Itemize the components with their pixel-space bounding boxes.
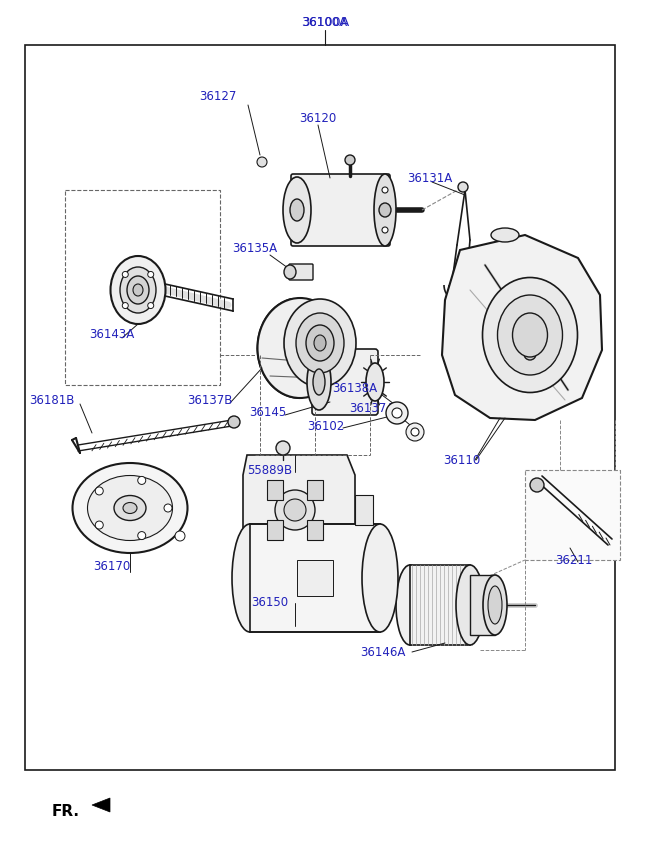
Ellipse shape — [366, 363, 384, 401]
Text: 36120: 36120 — [300, 111, 337, 125]
Circle shape — [122, 303, 128, 309]
Text: 36211: 36211 — [555, 554, 593, 566]
Ellipse shape — [512, 313, 547, 357]
Circle shape — [382, 187, 388, 193]
Text: 36145: 36145 — [250, 405, 287, 419]
Circle shape — [458, 182, 468, 192]
Ellipse shape — [284, 299, 356, 387]
Bar — [250, 524, 380, 632]
Text: 36135A: 36135A — [233, 242, 278, 254]
Circle shape — [392, 408, 402, 418]
Circle shape — [411, 428, 419, 436]
Bar — [525, 470, 620, 560]
Ellipse shape — [127, 276, 149, 304]
Ellipse shape — [483, 575, 507, 635]
Polygon shape — [442, 235, 602, 420]
Ellipse shape — [284, 499, 306, 521]
Circle shape — [175, 531, 185, 541]
Ellipse shape — [456, 565, 484, 645]
Ellipse shape — [120, 267, 156, 313]
Text: 36110: 36110 — [443, 454, 480, 466]
Ellipse shape — [133, 284, 143, 296]
Ellipse shape — [111, 256, 166, 324]
Ellipse shape — [296, 313, 344, 373]
Circle shape — [122, 271, 128, 277]
Ellipse shape — [290, 199, 304, 221]
Circle shape — [406, 423, 424, 441]
Bar — [267, 480, 283, 500]
Circle shape — [345, 155, 355, 165]
Text: 36143A: 36143A — [90, 328, 135, 342]
Text: 36117A: 36117A — [499, 326, 545, 339]
Ellipse shape — [114, 495, 146, 521]
Text: 36138A: 36138A — [332, 382, 378, 394]
Circle shape — [382, 227, 388, 233]
Bar — [410, 565, 470, 645]
Ellipse shape — [257, 298, 343, 398]
Ellipse shape — [497, 295, 562, 375]
FancyBboxPatch shape — [291, 174, 390, 246]
Ellipse shape — [307, 354, 331, 410]
FancyBboxPatch shape — [312, 349, 378, 415]
Bar — [307, 480, 323, 500]
Ellipse shape — [379, 203, 391, 217]
Circle shape — [138, 532, 146, 539]
Ellipse shape — [232, 524, 268, 632]
Ellipse shape — [314, 335, 326, 351]
Bar — [470, 575, 495, 635]
Polygon shape — [92, 798, 110, 812]
Ellipse shape — [362, 524, 398, 632]
Bar — [355, 495, 373, 525]
Circle shape — [530, 478, 544, 492]
Text: 36102: 36102 — [307, 421, 344, 433]
Circle shape — [228, 416, 240, 428]
Ellipse shape — [482, 277, 577, 393]
Bar — [25, 45, 615, 770]
Text: 36170: 36170 — [94, 561, 131, 573]
Text: 55889B: 55889B — [248, 464, 292, 477]
FancyBboxPatch shape — [289, 264, 313, 280]
Text: 36100A: 36100A — [301, 15, 349, 29]
Text: 36181B: 36181B — [29, 393, 75, 406]
Circle shape — [148, 271, 154, 277]
Circle shape — [276, 441, 290, 455]
Circle shape — [138, 477, 146, 484]
Ellipse shape — [491, 228, 519, 242]
Text: 36137B: 36137B — [187, 393, 233, 406]
Bar — [267, 520, 283, 540]
Text: 36127: 36127 — [200, 91, 237, 103]
Bar — [307, 520, 323, 540]
Circle shape — [524, 348, 536, 360]
Text: 36131A: 36131A — [408, 171, 452, 185]
Ellipse shape — [275, 490, 315, 530]
Text: 36100A: 36100A — [302, 15, 348, 29]
Circle shape — [257, 157, 267, 167]
Ellipse shape — [284, 265, 296, 279]
Circle shape — [386, 402, 408, 424]
Ellipse shape — [73, 463, 187, 553]
Text: FR.: FR. — [52, 805, 80, 819]
Ellipse shape — [313, 369, 325, 395]
Circle shape — [96, 487, 103, 495]
Circle shape — [164, 504, 172, 512]
Circle shape — [96, 521, 103, 529]
Ellipse shape — [306, 325, 334, 361]
Ellipse shape — [488, 586, 502, 624]
Bar — [65, 190, 220, 385]
Text: 36146A: 36146A — [360, 645, 406, 659]
Ellipse shape — [88, 476, 172, 540]
Ellipse shape — [374, 174, 396, 246]
Bar — [297, 560, 333, 596]
Polygon shape — [243, 455, 355, 565]
Ellipse shape — [396, 565, 424, 645]
Ellipse shape — [283, 177, 311, 243]
Text: 36137A: 36137A — [350, 401, 395, 415]
Circle shape — [148, 303, 154, 309]
Ellipse shape — [123, 503, 137, 514]
Text: 36150: 36150 — [252, 595, 289, 609]
